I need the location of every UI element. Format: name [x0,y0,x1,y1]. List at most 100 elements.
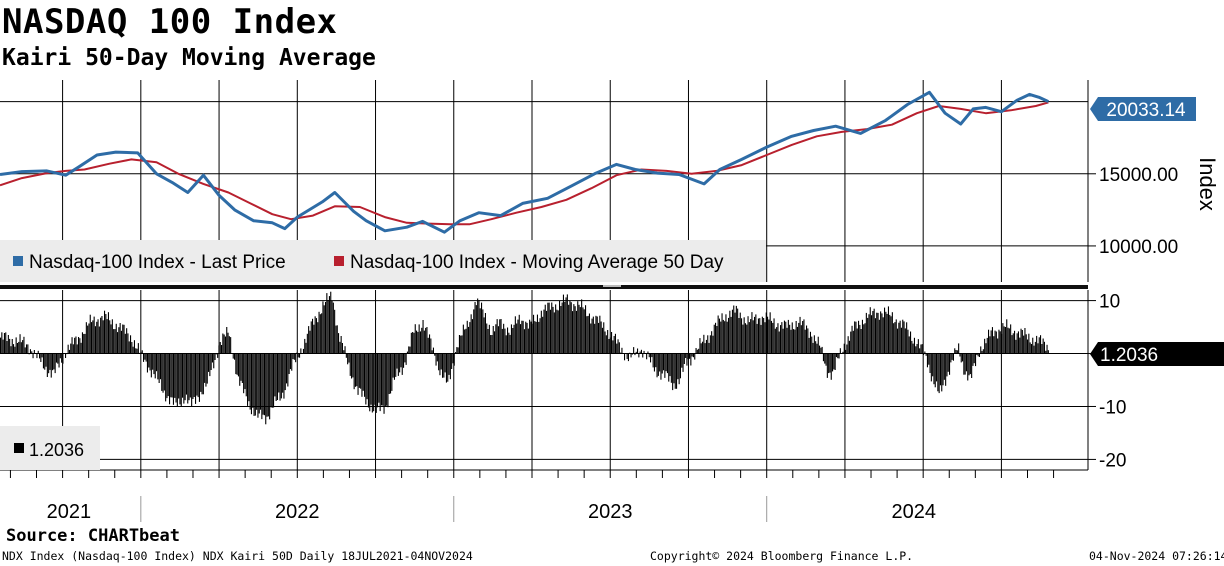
kairi-bar [942,353,944,386]
kairi-bar [906,322,908,354]
kairi-bar [305,342,307,354]
kairi-bar [223,334,225,354]
kairi-bar [481,302,483,354]
kairi-bar [157,353,159,380]
kairi-bar [907,329,909,354]
kairi-bar [949,353,951,375]
kairi-bar [379,353,381,412]
kairi-bar [200,353,202,392]
kairi-bar [539,318,541,354]
kairi-bar [829,353,831,373]
kairi-bar [585,305,587,354]
lower-tick-label: -10 [1099,397,1126,418]
kairi-bar [911,340,913,354]
kairi-bar [205,353,207,387]
kairi-bar [1001,333,1003,354]
footer-timestamp: 04-Nov-2024 07:26:14 [1089,549,1224,563]
price-legend-label: Nasdaq-100 Index - Last Price [29,252,286,273]
kairi-bar [751,312,753,354]
kairi-bar [222,333,224,354]
kairi-bar [917,339,919,354]
kairi-bar [392,353,394,378]
kairi-bar [208,353,210,372]
kairi-bar [746,324,748,354]
kairi-bar [876,312,878,354]
footer-copyright: Copyright© 2024 Bloomberg Finance L.P. [650,549,914,563]
kairi-bar [232,353,234,359]
kairi-bar [332,302,334,354]
kairi-bar [990,330,992,354]
kairi-legend-swatch [14,443,24,453]
ma-legend-label: Nasdaq-100 Index - Moving Average 50 Day [350,252,724,273]
kairi-bar [189,353,191,398]
kairi-bar [495,324,497,354]
kairi-bar [474,302,476,354]
kairi-bar [838,353,840,359]
kairi-bar [375,353,377,413]
kairi-bar [972,353,974,366]
kairi-bar [522,320,524,354]
kairi-bar [496,319,498,354]
kairi-bar [462,324,464,354]
kairi-bar [421,327,423,354]
kairi-bar [87,325,89,354]
kairi-bar [572,311,574,354]
kairi-bar [74,337,76,354]
panel-divider-grip[interactable] [603,285,621,287]
kairi-bar [253,353,255,416]
kairi-bar [1023,335,1025,354]
kairi-last-value-tag: 1.2036 [1090,342,1224,366]
kairi-bar [299,353,301,358]
kairi-bar [986,337,988,354]
x-year-label: 2021 [47,501,92,523]
kairi-bar [501,328,503,354]
kairi-bar [143,353,145,362]
kairi-bar [660,353,662,380]
ma50-line [0,101,1049,226]
kairi-bar [218,345,220,354]
kairi-bar [419,331,421,354]
source-note: Source: CHARTbeat [6,526,180,546]
kairi-bar [614,333,616,354]
kairi-bar [776,327,778,354]
kairi-bar [7,335,9,354]
kairi-bar [577,301,579,354]
kairi-bar [873,308,875,354]
kairi-bar [412,332,414,354]
lower-y-axis: 10 -10 -20 [1087,290,1126,471]
kairi-bar [362,353,364,391]
kairi-bar [167,353,169,397]
kairi-bar [605,335,607,354]
kairi-bar [699,338,701,354]
kairi-bar [756,323,758,354]
kairi-bar [122,324,124,354]
kairi-bar [215,353,217,355]
panel-divider[interactable] [0,285,1088,289]
kairi-bar [312,318,314,354]
kairi-bar [484,313,486,354]
kairi-bar [145,353,147,362]
kairi-bar [583,309,585,354]
kairi-bar [386,353,388,406]
kairi-bar [663,353,665,371]
lower-tick-label: 10 [1099,292,1120,313]
kairi-bar [70,343,72,354]
kairi-bar [874,318,876,354]
kairi-bar [120,330,122,354]
kairi-bar [938,353,940,394]
kairi-bar [513,324,515,354]
kairi-bar [374,353,376,405]
kairi-bar [928,353,930,365]
upper-tick-label: 15000.00 [1099,165,1178,186]
kairi-bar [154,353,156,379]
kairi-bar [322,301,324,354]
kairi-bar [1015,339,1017,354]
kairi-bar [371,353,373,413]
kairi-bar [799,316,801,354]
kairi-bar [19,334,21,354]
kairi-bar [250,353,252,415]
kairi-bar [916,344,918,354]
kairi-bar [457,347,459,354]
kairi-bar [158,353,160,383]
kairi-bar [971,353,973,378]
